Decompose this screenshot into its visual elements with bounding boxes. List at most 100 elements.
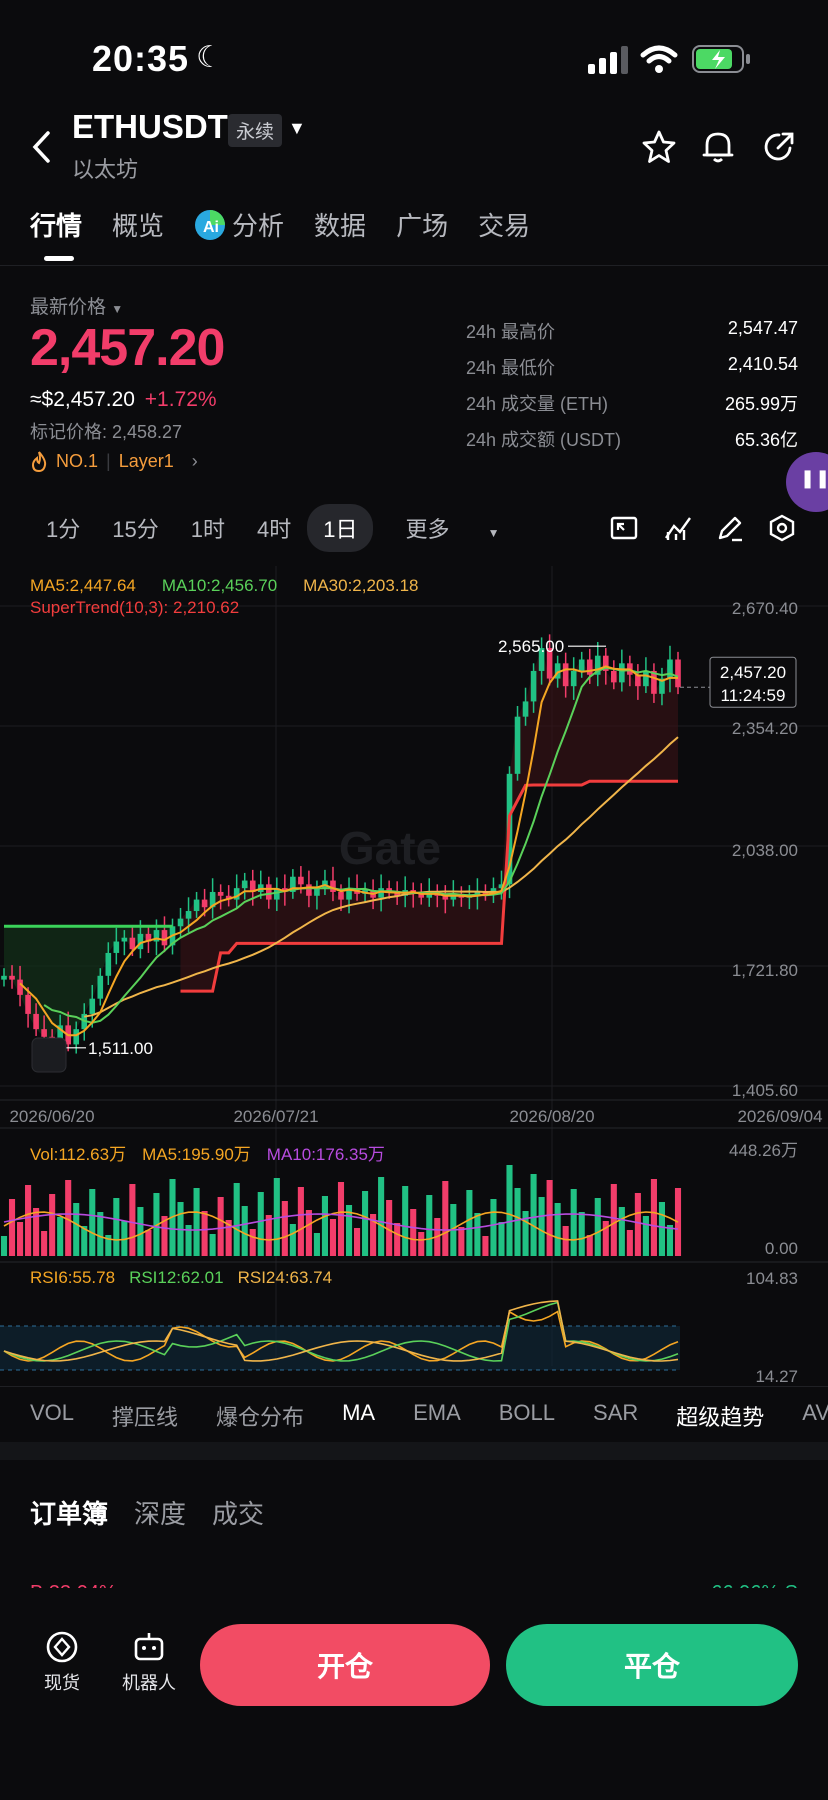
bell-icon[interactable] [702,130,734,164]
ind-ema[interactable]: EMA [413,1400,461,1425]
close-position-button[interactable]: 平仓 [506,1624,798,1706]
tab-trades[interactable]: 成交 [212,1499,265,1529]
chart-settings-icon[interactable] [768,514,796,542]
candle-body [185,911,192,919]
countdown-value: 11:24:59 [721,686,786,705]
stat-row: 24h 最高价 2,547.47 [466,318,798,344]
ai-icon: Ai [195,209,226,240]
spot-icon [46,1631,78,1663]
volume-bar [289,1224,296,1256]
vol-ma5-value: MA5:195.90万 [142,1145,251,1164]
last-price: 2,457.20 [30,319,225,377]
interval-1d[interactable]: 1日 [307,504,374,552]
volume-bar [16,1222,24,1256]
rank-row[interactable]: NO.1 | Layer1 › [30,450,198,472]
tabs-divider [0,265,828,266]
candle-body [554,663,561,679]
usd-price: ≈$2,457.20 [30,388,135,411]
ma-legend: MA5:2,447.64 MA10:2,456.70 MA30:2,203.18 [30,576,418,596]
candle-body [105,952,112,976]
candle-body [57,1025,63,1041]
stat-value: 2,547.47 [727,318,798,338]
tab-orderbook[interactable]: 订单簿 [30,1499,109,1529]
back-icon[interactable] [30,130,54,164]
volume-bar [650,1179,657,1256]
volume-bar [538,1197,545,1256]
volume-bar [241,1206,248,1256]
volume-bar [249,1229,256,1256]
candle-body [113,941,120,953]
candle-body [145,933,152,942]
ind-ma[interactable]: MA [342,1400,376,1425]
tab-depth[interactable]: 深度 [134,1499,187,1529]
tab-data[interactable]: 数据 [314,211,367,241]
open-position-button[interactable]: 开仓 [200,1624,490,1706]
candle-body [121,937,128,942]
candle-body [675,659,681,688]
current-price-tag [709,656,797,708]
ind-sar[interactable]: SAR [593,1400,639,1425]
draw-pen-icon[interactable] [716,514,744,542]
candle-body [249,880,256,892]
date-axis-label: 2026/06/20 [9,1107,94,1126]
volume-bar [618,1207,625,1256]
candle-body [570,670,577,687]
volume-bar [402,1186,409,1256]
indicators-icon[interactable] [664,514,692,542]
volume-bar [65,1180,72,1256]
ind-liquidation[interactable]: 爆仓分布 [216,1405,305,1430]
contract-type-badge: 永续 [228,114,283,147]
spot-button[interactable]: 现货 [44,1630,80,1695]
candle-body [635,674,641,687]
interval-1m[interactable]: 1分 [46,517,81,542]
share-icon[interactable] [762,130,796,164]
stat-value: 65.36亿 [734,430,798,450]
floating-assistant-button[interactable]: ❚❚ [786,452,828,512]
ma10-line [43,666,679,1024]
volume-bar [33,1208,40,1256]
candle-body [274,888,280,900]
interval-15m[interactable]: 15分 [112,517,159,542]
tab-market[interactable]: 行情 [30,206,82,261]
volume-bar [442,1181,449,1256]
wifi-icon [640,45,678,73]
volume-bar [193,1188,200,1256]
candle-body [241,880,248,889]
ind-vol[interactable]: VOL [30,1400,75,1425]
candle-body [209,891,216,908]
volume-bar [313,1233,320,1256]
volume-bar [8,1199,16,1256]
price-axis-label: 2,038.00 [732,841,798,860]
chart-fullscreen-icon[interactable] [610,514,638,542]
zoom-reset-icon [31,1037,67,1073]
candle-body [282,888,288,892]
candle-body [153,930,160,942]
symbol-title[interactable]: ETHUSDT [72,108,228,145]
interval-more[interactable]: 更多 ▼ [373,504,531,552]
moon-icon: ☾ [196,41,223,74]
tab-square[interactable]: 广场 [396,211,449,241]
last-price-label[interactable]: 最新价格 ▼ [30,292,123,319]
interval-4h[interactable]: 4时 [256,517,292,542]
ind-av[interactable]: AV [802,1400,828,1425]
volume-bar [257,1192,264,1256]
tab-analysis[interactable]: Ai 分析 [194,206,284,243]
ind-support-resistance[interactable]: 撑压线 [112,1405,179,1430]
star-icon[interactable] [642,130,676,164]
candle-body [530,670,537,702]
candle-body [177,918,184,927]
ind-supertrend[interactable]: 超级趋势 [676,1405,765,1430]
interval-1h[interactable]: 1时 [190,517,225,542]
ind-boll[interactable]: BOLL [498,1400,556,1425]
kline-chart[interactable]: Gate 2,670.40 2,354.20 2,038.00 1,721.80 1,4… [0,566,828,1392]
volume-bar [514,1188,521,1256]
candle-body [306,884,312,896]
candle-body [522,701,529,717]
volume-bar [610,1184,617,1256]
tab-trade[interactable]: 交易 [478,211,531,241]
symbol-dropdown-icon[interactable]: ▼ [288,118,306,138]
tab-overview[interactable]: 概览 [112,211,165,241]
bot-button[interactable]: 机器人 [122,1630,176,1695]
caret-down-icon: ▼ [111,302,124,316]
volume-bar [89,1189,96,1256]
